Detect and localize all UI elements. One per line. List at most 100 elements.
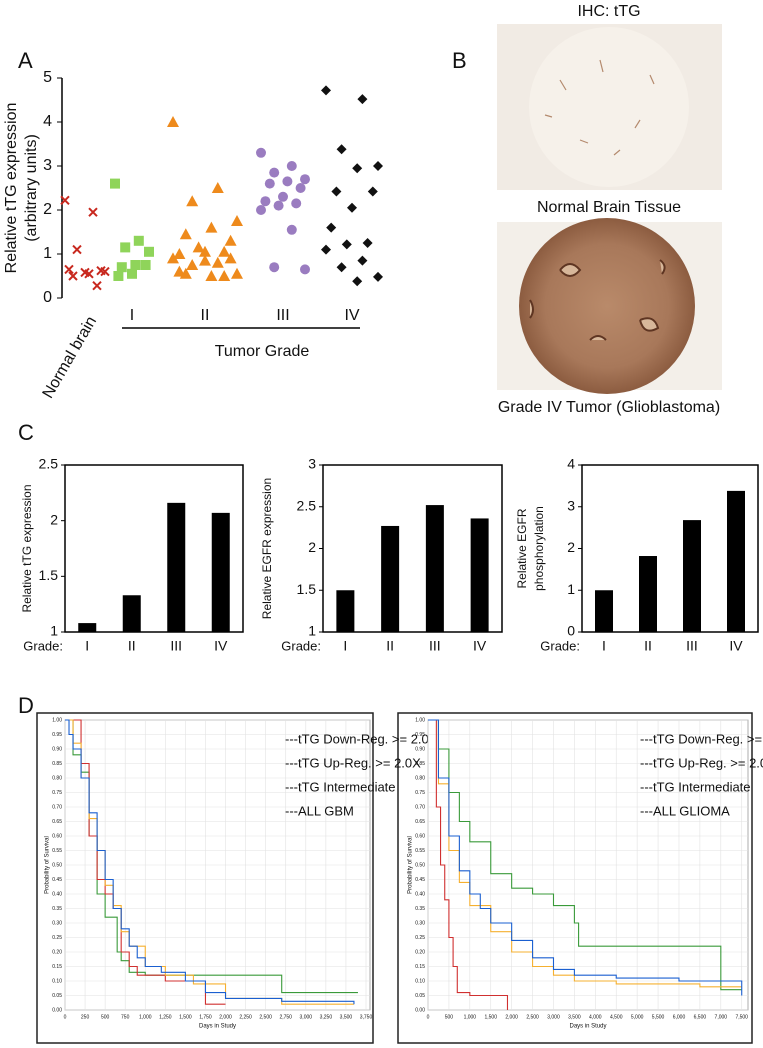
data-point: [295, 183, 306, 194]
legend-entry: ---tTG Up-Reg. >= 2.0X: [285, 755, 421, 770]
legend-entry: ---tTG Down-Reg. >= 2.0X: [640, 731, 763, 746]
x-tick-label: 7,500: [735, 1014, 748, 1020]
data-point: [127, 268, 137, 279]
x-tick-label: IV: [729, 638, 743, 654]
data-point: [269, 167, 280, 178]
x-tick-label: 0: [64, 1014, 67, 1020]
image-title: IHC: tTG: [577, 3, 640, 20]
x-tick-label: 0: [427, 1014, 430, 1020]
data-point: [72, 244, 82, 255]
category-label: Grade:: [540, 638, 580, 653]
y-tick-label: 0.15: [415, 964, 425, 970]
data-point: [167, 116, 179, 127]
x-tick-label: II: [128, 638, 136, 654]
survival-curve: [65, 719, 355, 1005]
data-point: [352, 276, 363, 287]
y-tick-label: 0.95: [415, 732, 425, 738]
x-tick-label: 2,500: [526, 1014, 539, 1020]
data-point: [120, 242, 131, 253]
data-point: [173, 265, 186, 277]
y-tick-label: 0.95: [52, 732, 62, 738]
x-tick-label: II: [201, 307, 210, 324]
image-caption: Grade IV Tumor (Glioblastoma): [498, 399, 720, 416]
y-tick-label: 0.45: [52, 877, 62, 883]
data-point: [186, 259, 199, 270]
y-tick-label: 0.35: [52, 906, 62, 912]
data-point: [231, 267, 243, 279]
tissue-detail: [529, 259, 666, 341]
x-tick-label: III: [276, 307, 289, 324]
x-tick-label: 2,250: [239, 1014, 252, 1020]
data-point: [300, 264, 310, 275]
data-point: [211, 182, 224, 193]
data-point: [282, 176, 293, 187]
x-tick-label: 7,000: [715, 1014, 728, 1020]
y-tick-label: 0.85: [52, 761, 62, 767]
data-point: [231, 215, 243, 226]
x-tick-label: 6,500: [694, 1014, 707, 1020]
survival-curve: [428, 719, 743, 996]
data-point: [273, 200, 284, 211]
x-tick-label: 1,500: [484, 1014, 497, 1020]
y-axis-label: Relative EGFR expression: [260, 478, 274, 619]
y-tick-label: 0.20: [415, 949, 425, 955]
bar: [78, 623, 97, 632]
y-tick-label: 0.25: [415, 935, 425, 941]
survival-curve: [428, 719, 742, 988]
x-tick-label: 500: [445, 1014, 454, 1020]
data-point: [373, 271, 383, 282]
y-tick-label: 0: [43, 289, 52, 306]
x-tick-label: 1,250: [159, 1014, 172, 1020]
data-point: [352, 163, 363, 174]
data-point: [140, 260, 151, 270]
x-tick-label: I: [85, 638, 89, 654]
data-point: [256, 205, 266, 215]
data-point: [256, 147, 266, 158]
data-point: [336, 144, 347, 155]
data-point: [291, 198, 302, 209]
x-tick-label: I: [343, 638, 347, 654]
y-tick-label: 0.40: [52, 891, 62, 897]
y-tick-label: 0.55: [52, 848, 62, 854]
y-tick-label: 0.75: [52, 790, 62, 796]
data-point: [286, 161, 297, 171]
panel-frame: [36, 712, 374, 1044]
y-tick-label: 0.65: [52, 819, 62, 825]
x-tick-label: I: [602, 638, 606, 654]
data-point: [116, 262, 127, 273]
y-tick-label: 1: [567, 581, 575, 597]
y-tick-label: 2: [308, 539, 316, 555]
x-tick-label: 750: [121, 1014, 130, 1020]
x-tick-label: 3,500: [340, 1014, 353, 1020]
data-point: [192, 241, 205, 253]
y-tick-label: 1.00: [415, 717, 425, 723]
bar: [727, 490, 745, 632]
x-axis-label: Days in Study: [569, 1024, 606, 1030]
y-axis-label: Relative tTG expression: [20, 484, 34, 612]
data-point: [357, 255, 368, 266]
data-point: [321, 85, 331, 96]
data-point: [80, 267, 90, 278]
x-tick-label: 3,000: [300, 1014, 313, 1020]
bar: [470, 518, 489, 632]
data-point: [341, 239, 352, 250]
x-tick-label: 1,500: [179, 1014, 192, 1020]
y-tick-label: 5: [43, 69, 52, 86]
data-point: [362, 238, 373, 248]
data-point: [144, 246, 154, 257]
y-tick-label: 3: [308, 456, 316, 472]
bar: [381, 525, 400, 632]
x-tick-label: 3,500: [568, 1014, 581, 1020]
y-tick-label: 0.10: [52, 978, 62, 984]
y-tick-label: 0.30: [52, 920, 62, 926]
y-tick-label: 2.5: [297, 497, 317, 513]
x-tick-label: 2,000: [219, 1014, 232, 1020]
legend-entry: ---tTG Up-Reg. >= 2.0X: [640, 755, 763, 770]
x-tick-label: 3,750: [360, 1014, 373, 1020]
data-point: [60, 195, 70, 206]
y-tick-label: 0.20: [52, 949, 62, 955]
data-point: [110, 178, 120, 189]
group-label: Tumor Grade: [215, 343, 310, 360]
y-axis-label: Relative EGFR: [515, 508, 529, 588]
x-tick-label: II: [386, 638, 394, 654]
